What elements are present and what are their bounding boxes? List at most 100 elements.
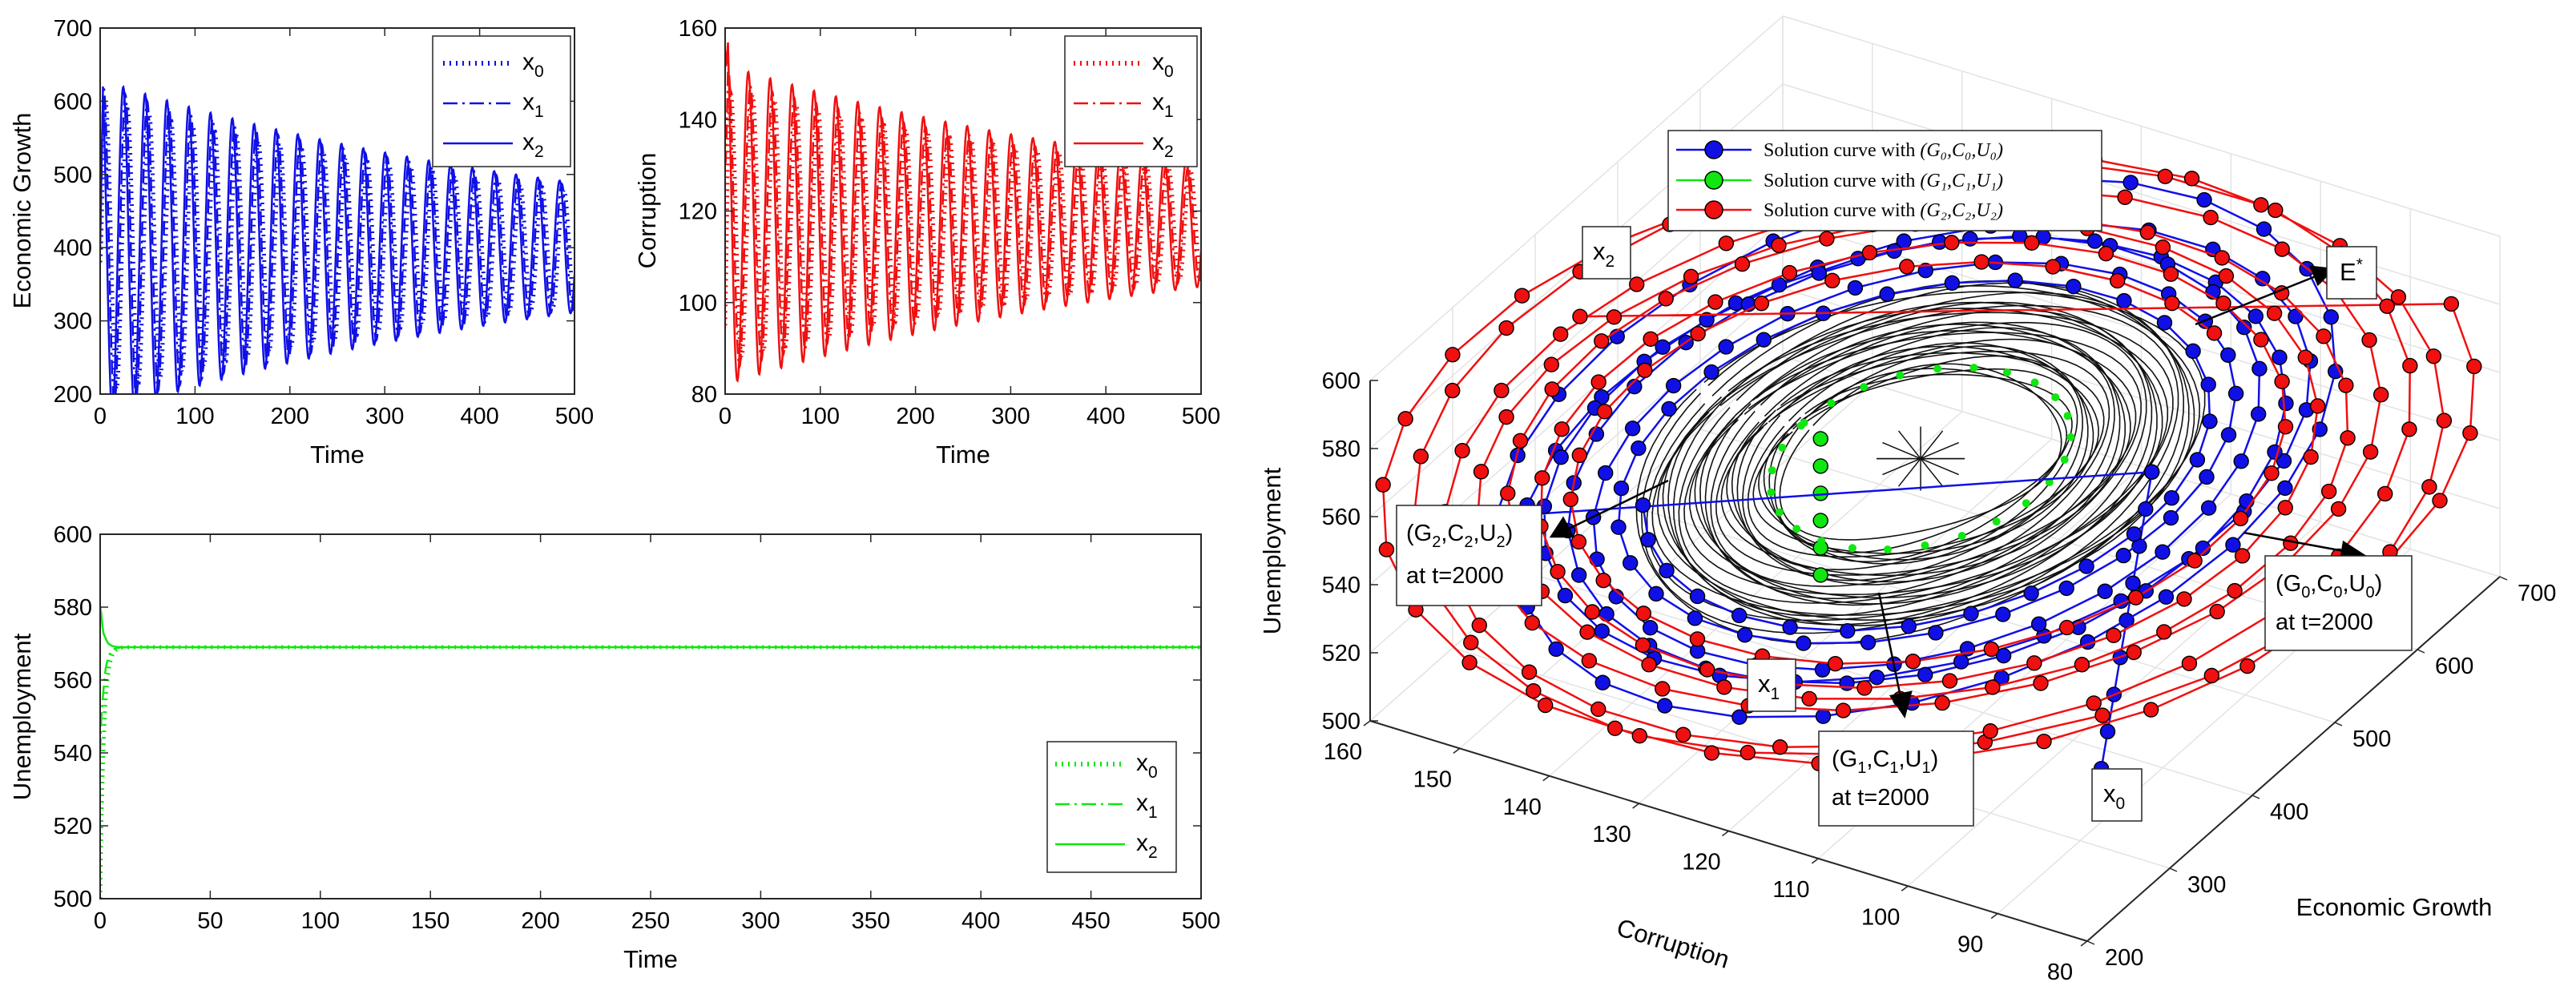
- phase3d-red-point: [1934, 694, 1950, 711]
- phase3d-red-point: [2218, 268, 2235, 284]
- corruption-xtick-label: 400: [1086, 404, 1125, 429]
- arrow-g0: [2243, 531, 2344, 553]
- phase3d-red-point: [1643, 331, 1659, 347]
- phase3d-green-point: [1817, 537, 1826, 545]
- arrow-g2-head: [1549, 516, 1575, 538]
- phase3d-blue-point: [1570, 567, 1587, 583]
- phase3d-red-point: [1595, 572, 1611, 589]
- phase3d-blue-point: [1995, 647, 2012, 664]
- phase3d-blue-point: [2200, 376, 2216, 392]
- annotation-estar: E*: [2326, 246, 2377, 300]
- unemployment-xtick-label: 500: [1182, 908, 1220, 934]
- phase3d-red-point: [1500, 485, 1516, 501]
- phase3d-red-point: [1635, 606, 1652, 622]
- arrow-estar: [2195, 275, 2316, 326]
- phase3d-red-point: [1494, 382, 1510, 399]
- phase3d-green-point: [2066, 433, 2075, 441]
- phase3d-red-point: [1827, 655, 1844, 672]
- phase3d-corruption-label: Corruption: [1614, 913, 1733, 974]
- phase3d-green-point: [1992, 517, 2001, 526]
- growth-xtick-label: 500: [555, 404, 594, 429]
- phase3d-red-point: [2157, 168, 2174, 184]
- phase3d-inner-trajectory: [1742, 345, 2099, 571]
- phase3d-red-point: [2338, 377, 2354, 393]
- corruption-tick-mark: [1542, 775, 1550, 782]
- phase3d-blue-point: [2097, 583, 2113, 599]
- phase3d-inner-trajectory: [1699, 332, 2142, 606]
- phase3d-red-point: [1413, 449, 1429, 465]
- floor-grid-line: [1907, 521, 2321, 887]
- phase3d-red-point: [1689, 631, 1706, 647]
- annotation-x1-text: x1: [1758, 670, 1780, 703]
- phase3d-blue-point: [2250, 406, 2267, 422]
- phase3d-red-point: [2340, 430, 2356, 446]
- phase3d-red-point: [2277, 500, 2293, 516]
- phase3d-inner-trajectory: [1641, 284, 2200, 634]
- corruption-ytick-label: 80: [691, 382, 717, 408]
- corruption-legend-label-1: x1: [1152, 89, 1174, 121]
- phase3d-blue-point: [2200, 500, 2217, 516]
- phase3d-red-point: [1983, 641, 2000, 658]
- unemployment-tick-label: 540: [1322, 573, 1361, 598]
- phase3d-red-point: [2401, 421, 2417, 437]
- phase3d-red-point: [1445, 382, 1461, 399]
- phase3d-green-point: [2045, 478, 2054, 487]
- phase3d-red-point: [2425, 348, 2442, 364]
- phase3d-red-point: [2074, 657, 2090, 673]
- phase3d-blue-point: [1557, 587, 1574, 604]
- phase3d-red-point: [1740, 744, 1756, 761]
- phase3d-blue-point: [1782, 619, 1798, 635]
- phase3d-red-point: [2274, 373, 2290, 390]
- phase3d-red-point: [1824, 272, 1840, 289]
- phase3d-blue-point: [2122, 175, 2139, 191]
- phase3d-blue-point: [1731, 607, 1748, 624]
- phase3d-blue-point: [2155, 544, 2171, 560]
- phase3d-ticks: 80 90 100 110 120 130 140 150 160 200 300 400 500 600…: [1322, 368, 2557, 985]
- growth-xtick-label: 400: [460, 404, 498, 429]
- phase3d-red-point: [2036, 733, 2052, 750]
- phase3d-inner-trajectory: [1688, 308, 2153, 599]
- phase3d-green-point: [1957, 532, 1966, 541]
- phase3d-red-point: [2309, 398, 2326, 414]
- phase3d-red-point: [2203, 209, 2219, 226]
- phase3d-blue-point: [2078, 558, 2094, 574]
- phase3d-red-point: [1514, 288, 1530, 304]
- phase3d-blue-point: [1631, 440, 1647, 457]
- phase3d-red-point: [1397, 411, 1413, 427]
- phase3d-blue-point: [2323, 309, 2339, 325]
- phase3d-red-point: [2126, 644, 2142, 661]
- unemployment-tick-label: 600: [1322, 368, 1361, 394]
- growth-ytick-label: 700: [54, 16, 92, 42]
- phase3d-red-point: [2181, 655, 2198, 671]
- phase3d-blue-point: [2220, 427, 2237, 443]
- growth-axes-box: [99, 27, 575, 395]
- phase3d-red-point: [2183, 171, 2200, 187]
- back-wall-grid-line: [1782, 15, 2501, 237]
- corruption-series-0: [725, 88, 1201, 360]
- phase3d-red-point: [2163, 266, 2179, 282]
- unemployment-legend: x0 x1 x2: [1046, 741, 1177, 873]
- phase3d-blue-point: [1815, 708, 1832, 724]
- phase3d-red-point: [2253, 197, 2269, 213]
- phase3d-red-point: [1454, 442, 1470, 459]
- corruption-tick-mark: [1632, 803, 1640, 809]
- annotation-estar-text: E*: [2340, 256, 2363, 286]
- annotation-g2-line2: at t=2000: [1406, 563, 1504, 589]
- phase3d-red-point: [1683, 268, 1699, 285]
- phase3d-red-point: [1594, 333, 1610, 349]
- unemployment-xtick-label: 150: [411, 908, 449, 934]
- annotation-g0: (G0,C0,U0) at t=2000: [2264, 555, 2413, 651]
- phase3d-red-point: [2277, 419, 2294, 435]
- phase3d-red-point: [1498, 320, 1514, 336]
- corruption-tick-label: 130: [1592, 822, 1631, 847]
- corruption-tick-label: 90: [1957, 932, 1983, 958]
- phase3d-blue-point: [1963, 606, 1979, 622]
- phase3d-red-point: [1543, 356, 1560, 372]
- phase3d-inner-trajectory: [1726, 338, 2115, 583]
- phase3d-blue-point: [1756, 332, 1772, 348]
- phase3d-blue-point: [2225, 537, 2241, 553]
- phase3d-red-point: [1590, 374, 1606, 390]
- unemployment-panel: 0 50 100 150 200 250 300 350 400 450 500 500 520 540 5…: [8, 522, 1220, 973]
- phase3d-green-point: [1792, 525, 1801, 533]
- phase3d-red-point: [2379, 298, 2395, 314]
